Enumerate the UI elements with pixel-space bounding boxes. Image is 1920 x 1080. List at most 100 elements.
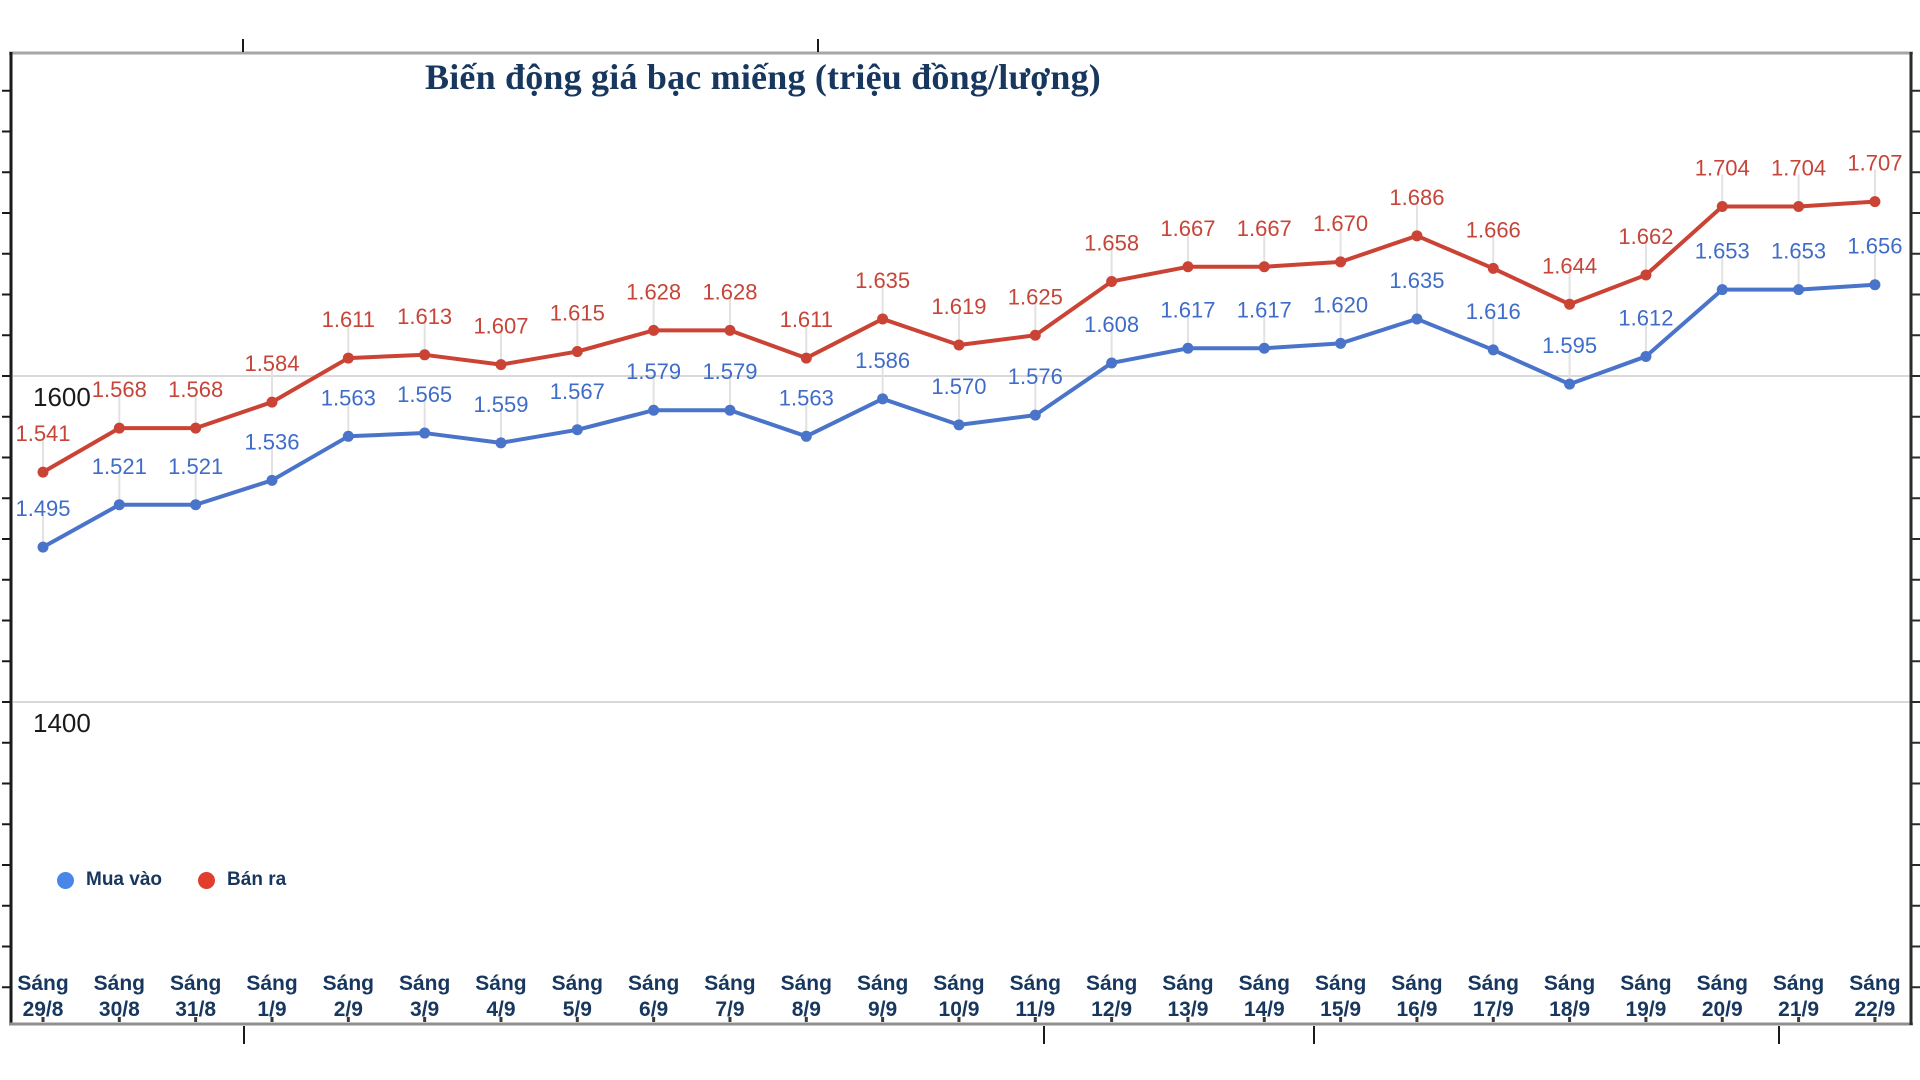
data-point-mua-vao-23[interactable] (1793, 284, 1805, 296)
data-point-ban-ra-21[interactable] (1640, 269, 1652, 281)
data-point-mua-vao-18[interactable] (1411, 313, 1423, 325)
data-point-ban-ra-14[interactable] (1106, 275, 1118, 287)
data-point-ban-ra-11[interactable] (877, 313, 889, 325)
x-axis-label-21: Sáng 19/9 (1620, 972, 1671, 1021)
x-axis-label-1: Sáng 30/8 (94, 972, 145, 1021)
y-tick-label-1400: 1400 (33, 708, 91, 738)
data-point-ban-ra-12[interactable] (953, 339, 965, 351)
data-point-ban-ra-23[interactable] (1793, 200, 1805, 212)
x-axis-label-14: Sáng 12/9 (1086, 972, 1137, 1021)
x-axis-label-8: Sáng 6/9 (628, 972, 679, 1021)
value-label-mua-vao-7: 1.567 (550, 379, 605, 404)
data-point-mua-vao-17[interactable] (1335, 337, 1347, 349)
value-label-mua-vao-21: 1.612 (1618, 305, 1673, 330)
value-label-mua-vao-18: 1.635 (1389, 268, 1444, 293)
x-axis-label-2: Sáng 31/8 (170, 972, 221, 1021)
data-point-ban-ra-0[interactable] (37, 466, 49, 478)
data-point-ban-ra-5[interactable] (419, 349, 431, 361)
value-label-ban-ra-23: 1.704 (1771, 155, 1826, 180)
data-point-ban-ra-19[interactable] (1487, 262, 1499, 274)
data-point-ban-ra-1[interactable] (113, 422, 125, 434)
data-point-ban-ra-24[interactable] (1869, 196, 1881, 208)
value-label-mua-vao-19: 1.616 (1466, 299, 1521, 324)
x-axis-label-13: Sáng 11/9 (1010, 972, 1061, 1021)
data-point-ban-ra-10[interactable] (800, 352, 812, 364)
x-axis-label-0: Sáng 29/8 (17, 972, 68, 1021)
data-point-mua-vao-16[interactable] (1258, 342, 1270, 354)
value-label-mua-vao-3: 1.536 (244, 429, 299, 454)
data-point-mua-vao-6[interactable] (495, 437, 507, 449)
value-label-mua-vao-16: 1.617 (1237, 297, 1292, 322)
x-axis-label-16: Sáng 14/9 (1239, 972, 1290, 1021)
data-point-mua-vao-10[interactable] (800, 430, 812, 442)
legend-item-mua-vao[interactable]: Mua vào (57, 869, 162, 891)
x-axis-label-17: Sáng 15/9 (1315, 972, 1366, 1021)
data-point-mua-vao-21[interactable] (1640, 350, 1652, 362)
value-label-mua-vao-12: 1.570 (931, 374, 986, 399)
value-label-ban-ra-12: 1.619 (931, 294, 986, 319)
value-label-ban-ra-5: 1.613 (397, 304, 452, 329)
data-point-mua-vao-5[interactable] (419, 427, 431, 439)
value-label-mua-vao-24: 1.656 (1847, 234, 1902, 259)
data-point-ban-ra-18[interactable] (1411, 230, 1423, 242)
x-axis-label-24: Sáng 22/9 (1849, 972, 1900, 1021)
value-label-ban-ra-7: 1.615 (550, 301, 605, 326)
value-label-ban-ra-9: 1.628 (702, 279, 757, 304)
x-axis-label-4: Sáng 2/9 (323, 972, 374, 1021)
value-label-mua-vao-10: 1.563 (779, 385, 834, 410)
data-point-mua-vao-14[interactable] (1106, 357, 1118, 369)
value-label-ban-ra-18: 1.686 (1389, 185, 1444, 210)
legend-dot-blue-icon (57, 871, 74, 889)
data-point-ban-ra-13[interactable] (1029, 329, 1041, 341)
data-point-ban-ra-17[interactable] (1335, 256, 1347, 268)
data-point-ban-ra-16[interactable] (1258, 261, 1270, 273)
value-label-ban-ra-21: 1.662 (1618, 224, 1673, 249)
legend: Mua vào Bán ra (57, 869, 286, 891)
data-point-mua-vao-24[interactable] (1869, 279, 1881, 291)
data-point-ban-ra-8[interactable] (648, 324, 660, 336)
legend-dot-red-icon (198, 871, 216, 889)
data-point-mua-vao-2[interactable] (190, 499, 202, 511)
value-label-ban-ra-24: 1.707 (1847, 151, 1902, 176)
data-point-ban-ra-22[interactable] (1716, 200, 1728, 212)
data-point-ban-ra-20[interactable] (1564, 298, 1576, 310)
data-point-ban-ra-6[interactable] (495, 359, 507, 371)
x-axis-label-11: Sáng 9/9 (857, 972, 908, 1021)
data-point-mua-vao-8[interactable] (648, 404, 660, 416)
data-point-mua-vao-13[interactable] (1029, 409, 1041, 421)
data-point-mua-vao-11[interactable] (877, 393, 889, 405)
value-label-ban-ra-19: 1.666 (1466, 217, 1521, 242)
data-point-ban-ra-7[interactable] (571, 346, 583, 358)
value-label-ban-ra-14: 1.658 (1084, 230, 1139, 255)
value-label-mua-vao-9: 1.579 (702, 359, 757, 384)
data-point-mua-vao-12[interactable] (953, 419, 965, 431)
x-axis-label-18: Sáng 16/9 (1391, 972, 1442, 1021)
data-point-ban-ra-3[interactable] (266, 396, 278, 408)
value-label-mua-vao-17: 1.620 (1313, 292, 1368, 317)
data-point-mua-vao-22[interactable] (1716, 284, 1728, 296)
data-point-mua-vao-3[interactable] (266, 474, 278, 486)
value-label-ban-ra-13: 1.625 (1008, 284, 1063, 309)
value-label-ban-ra-22: 1.704 (1695, 155, 1750, 180)
value-label-mua-vao-1: 1.521 (92, 454, 147, 479)
data-point-ban-ra-4[interactable] (342, 352, 354, 364)
data-point-mua-vao-7[interactable] (571, 424, 583, 436)
data-point-mua-vao-15[interactable] (1182, 342, 1194, 354)
data-point-mua-vao-20[interactable] (1564, 378, 1576, 390)
data-point-mua-vao-4[interactable] (342, 430, 354, 442)
data-point-mua-vao-19[interactable] (1487, 344, 1499, 356)
data-point-ban-ra-15[interactable] (1182, 261, 1194, 273)
value-label-ban-ra-20: 1.644 (1542, 253, 1597, 278)
data-point-mua-vao-0[interactable] (37, 541, 49, 553)
value-label-mua-vao-23: 1.653 (1771, 239, 1826, 264)
value-label-ban-ra-11: 1.635 (855, 268, 910, 293)
legend-label-ban-ra: Bán ra (227, 869, 287, 890)
data-point-mua-vao-9[interactable] (724, 404, 736, 416)
data-point-mua-vao-1[interactable] (113, 499, 125, 511)
legend-item-ban-ra[interactable]: Bán ra (198, 869, 286, 891)
value-label-ban-ra-17: 1.670 (1313, 211, 1368, 236)
data-point-ban-ra-2[interactable] (190, 422, 202, 434)
data-point-ban-ra-9[interactable] (724, 324, 736, 336)
value-label-mua-vao-2: 1.521 (168, 454, 223, 479)
value-label-ban-ra-10: 1.611 (780, 307, 833, 332)
